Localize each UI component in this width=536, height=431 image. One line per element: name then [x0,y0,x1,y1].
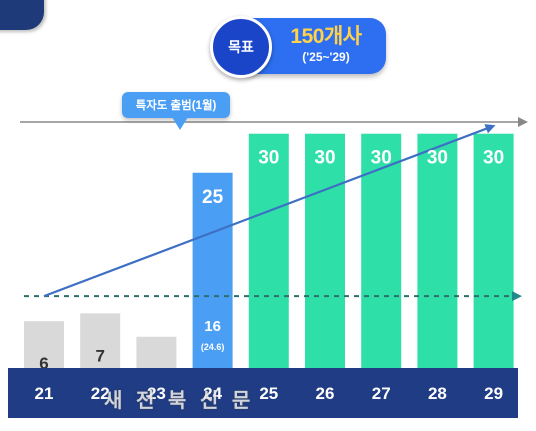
bar-29 [473,133,514,368]
goal-value: 150개사 [290,25,362,48]
inner-value-label: 16 [204,318,221,335]
x-tick-23: 23 [147,384,166,403]
watermark: 새 전 북 신 문 [104,390,255,412]
data-label-28: 30 [427,148,448,169]
x-tick-22: 22 [91,384,110,403]
x-tick-28: 28 [428,384,447,403]
data-label-24: 25 [202,187,224,208]
x-tick-21: 21 [35,384,54,403]
x-axis-band [8,368,518,418]
corner-tab-decoration [0,0,44,30]
goal-badge: 목표 [210,16,272,78]
x-tick-27: 27 [372,384,391,403]
x-tick-25: 25 [259,384,278,403]
inner-sub-label: (24.6) [201,342,225,352]
goal-period: ('25~'29) [302,50,350,64]
bar-24 [192,172,233,368]
bar-23 [136,336,177,368]
x-tick-29: 29 [484,384,503,403]
bar-26 [305,133,345,368]
x-tick-26: 26 [316,384,335,403]
data-label-21: 6 [39,354,48,373]
bar-28 [417,133,458,368]
data-label-22: 7 [95,346,104,365]
launch-callout: 특자도 출범(1월) [122,92,230,118]
data-label-27: 30 [371,148,392,169]
bar-22 [80,313,121,368]
x-tick-24: 24 [203,384,222,403]
bar-25 [248,133,289,368]
trend-arrow [43,124,496,298]
data-label-26: 30 [314,148,335,169]
callout-pointer [172,117,188,130]
data-label-25: 30 [258,148,279,169]
data-label-29: 30 [483,148,504,169]
bar-21 [24,321,64,368]
